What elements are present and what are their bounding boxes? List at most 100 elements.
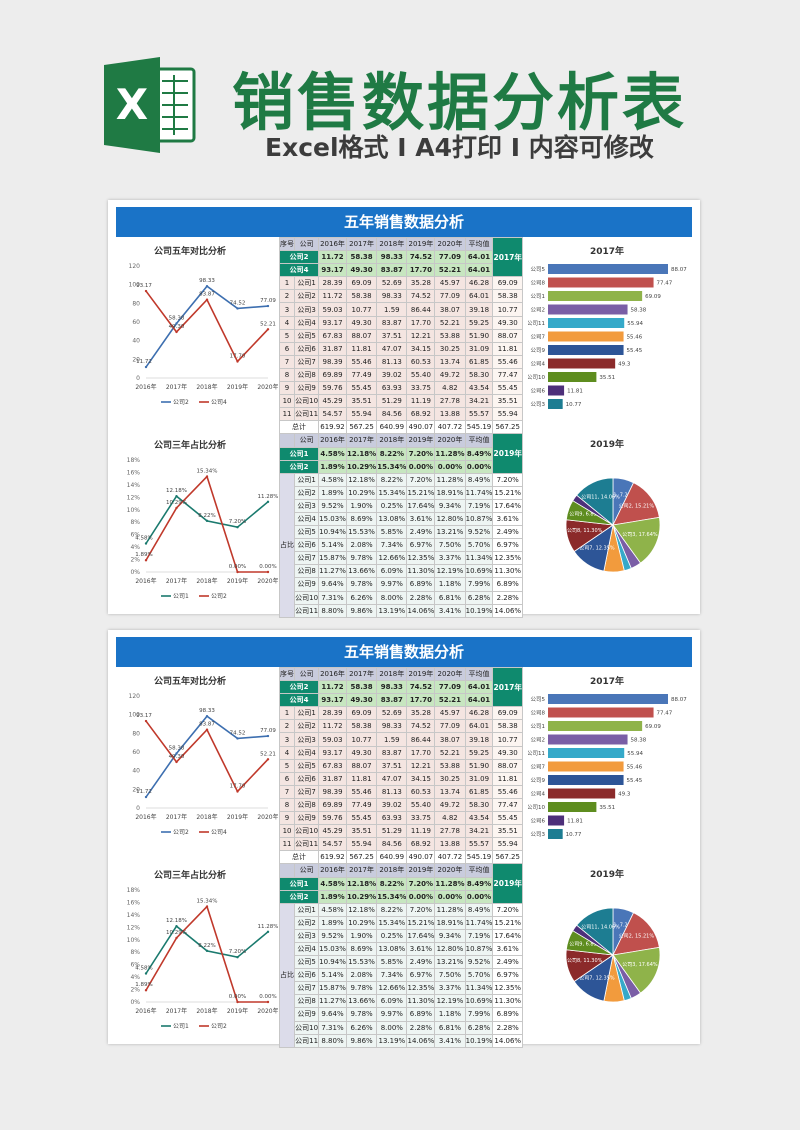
table-cell: 11.19 (406, 394, 436, 409)
table-cell: 17.64% (492, 498, 523, 513)
table-cell: 7.20% (406, 902, 436, 917)
table-cell: 67.83 (318, 328, 347, 343)
table-cell: 公司1 (294, 472, 320, 487)
line-chart-1-title: 公司五年对比分析 (154, 247, 227, 257)
column-header: 序号 (278, 666, 296, 682)
table-cell: 3 (278, 302, 296, 317)
bar-category-label: 公司4 (531, 361, 546, 368)
highlight-cell: 17.70 (406, 693, 436, 708)
table-cell: 9.97% (376, 577, 408, 592)
series-line (145, 715, 269, 798)
legend-label: 公司4 (211, 829, 227, 836)
table-cell: 公司11 (294, 603, 320, 618)
table-cell: 13.74 (434, 784, 466, 799)
highlight-cell: 4.58% (318, 446, 347, 461)
table-cell: 7.99% (464, 1007, 494, 1022)
data-label: 15.34% (197, 469, 218, 475)
data-label: 8.22% (198, 943, 215, 949)
table-cell: 51.29 (376, 824, 408, 839)
y-tick-label: 0 (136, 375, 140, 382)
bar-value-label: 58.38 (631, 738, 647, 744)
table-cell: 3.61% (406, 511, 436, 527)
y-tick-label: 20 (132, 786, 140, 793)
table-cell: 34.15 (406, 771, 436, 786)
data-label: 11.28% (258, 494, 278, 500)
highlight-cell: 98.33 (376, 680, 408, 695)
table-cell: 9.34% (434, 928, 466, 943)
table-cell: 69.89 (318, 367, 347, 383)
bar-value-label: 55.45 (627, 778, 643, 784)
bar (548, 318, 625, 328)
highlight-cell: 74.52 (406, 680, 436, 695)
bar-value-label: 88.07 (671, 267, 687, 273)
total-cell: 567.25 (345, 850, 378, 865)
table-cell: 55.45 (492, 381, 523, 396)
table-cell: 49.72 (434, 367, 466, 383)
table-cell: 4.82 (434, 811, 466, 826)
table-cell: 17.64% (406, 498, 436, 513)
table-cell: 55.45 (345, 381, 378, 396)
table-cell: 55.94 (492, 407, 523, 422)
table-cell: 83.87 (376, 745, 408, 760)
bar (548, 358, 616, 369)
table-cell: 74.52 (406, 719, 436, 734)
highlight-cell: 49.30 (345, 693, 378, 708)
data-point (205, 715, 209, 718)
table-cell: 13.19% (376, 603, 408, 618)
column-header: 公司 (294, 236, 320, 252)
highlight-cell: 52.21 (434, 693, 466, 708)
table-cell: 58.30 (464, 367, 494, 383)
pct-row: 公司8 11.27% 13.66% 6.09% 11.30% 12.19% 10.69% 11… (280, 994, 523, 1009)
table-cell: 49.30 (492, 745, 523, 760)
table-row: 8 公司8 69.89 77.49 39.02 55.40 49.72 58.30 77.47 (278, 367, 523, 383)
pct-side-label: 占比 (278, 472, 296, 618)
bar (548, 385, 565, 396)
bar-category-label: 公司1 (531, 723, 546, 730)
bar-value-label: 55.46 (627, 335, 643, 341)
table-cell: 10.94% (318, 525, 347, 540)
table-row: 1 公司1 28.39 69.09 52.69 35.28 45.97 46.28 69.09 (278, 706, 523, 721)
table-cell: 公司5 (294, 525, 320, 540)
table-cell: 93.17 (318, 745, 347, 760)
x-tick-label: 2018年 (196, 577, 217, 585)
table-cell: 10.77 (492, 732, 523, 747)
highlight-cell: 10.29% (345, 889, 378, 904)
table-cell: 59.25 (464, 745, 494, 760)
table-cell: 6.81% (434, 590, 466, 605)
table-cell: 12.80% (434, 511, 466, 527)
table-cell: 12.80% (434, 941, 466, 957)
table-cell: 7.50% (434, 538, 466, 553)
table-cell: 45.97 (434, 276, 466, 291)
highlight-cell: 4.58% (318, 876, 347, 891)
highlight-cell: 公司2 (278, 889, 320, 904)
excel-logo-icon: X (100, 55, 200, 155)
bar-category-label: 公司10 (528, 804, 545, 811)
table-cell: 公司3 (294, 498, 320, 513)
table-cell: 11.74% (464, 485, 494, 500)
table-cell: 6.09% (376, 564, 408, 579)
highlight-row: 公司2 11.72 58.38 98.33 74.52 77.09 64.01 (278, 680, 523, 695)
legend-label: 公司2 (211, 1023, 227, 1030)
table-cell: 公司2 (294, 719, 320, 734)
series-line (145, 285, 269, 368)
header-spacer (278, 433, 296, 448)
data-label: 98.33 (199, 278, 215, 284)
table-cell: 12.35% (406, 981, 436, 996)
table-cell: 公司9 (294, 811, 320, 826)
table-cell: 11.34% (464, 981, 494, 996)
table-cell: 69.89 (318, 797, 347, 813)
table-cell: 5 (278, 328, 296, 343)
y-tick-label: 4% (130, 544, 140, 551)
table-cell: 2 (278, 289, 296, 304)
highlight-cell: 7.20% (406, 446, 436, 461)
table-cell: 9.78% (345, 577, 378, 592)
table-cell: 45.97 (434, 706, 466, 721)
table-cell: 68.92 (406, 407, 436, 422)
table-cell: 11.30% (406, 564, 436, 579)
table-cell: 77.47 (492, 797, 523, 813)
table-cell: 6.26% (345, 1020, 378, 1035)
table-cell: 公司5 (294, 758, 320, 773)
data-label: 8.22% (198, 513, 215, 519)
data-label: 17.70 (230, 353, 246, 359)
table-cell: 11.81 (345, 771, 378, 786)
